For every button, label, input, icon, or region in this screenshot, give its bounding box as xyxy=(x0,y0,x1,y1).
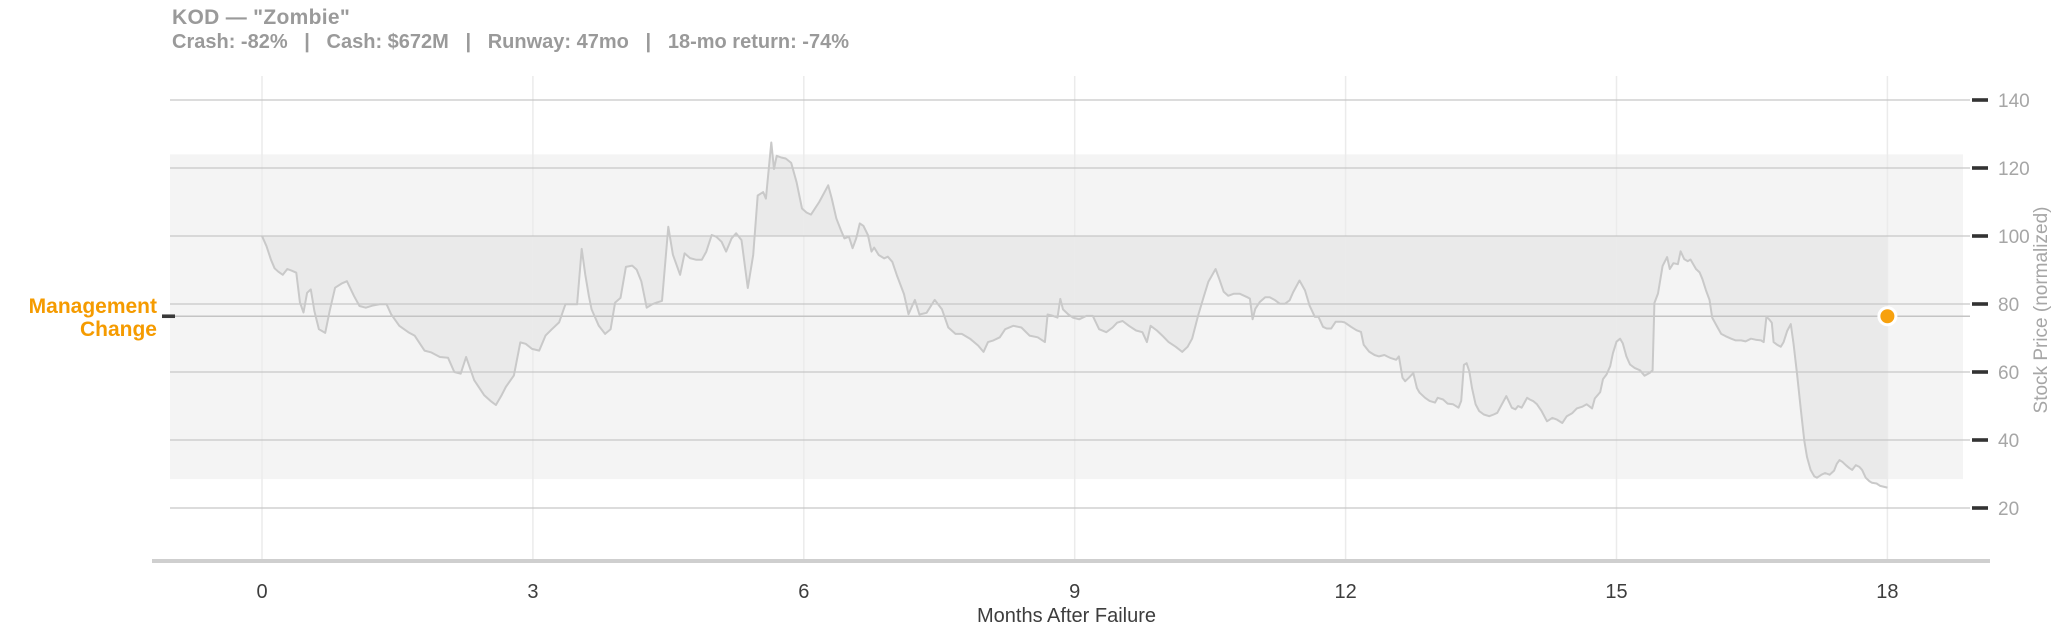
price-line xyxy=(261,141,1888,489)
y-tick-mark-60 xyxy=(1972,370,1988,374)
y-tick-label-60: 60 xyxy=(1998,363,2019,384)
x-tick-label-18: 18 xyxy=(1876,581,1898,603)
x-tick-label-15: 15 xyxy=(1605,581,1627,603)
y-tick-mark-140 xyxy=(1972,98,1988,102)
management-change-annotation: Management Change xyxy=(0,295,157,341)
chart-title: KOD — "Zombie" xyxy=(172,6,351,29)
y-tick-mark-120 xyxy=(1972,166,1988,170)
y-tick-label-80: 80 xyxy=(1998,295,2019,316)
x-tick-label-6: 6 xyxy=(798,581,809,603)
y-tick-mark-100 xyxy=(1972,234,1988,238)
y-tick-label-120: 120 xyxy=(1998,159,2030,180)
y-tick-label-20: 20 xyxy=(1998,499,2019,520)
y-tick-mark-40 xyxy=(1972,438,1988,442)
annotation-line-1: Management xyxy=(28,295,157,318)
management-change-tick xyxy=(162,314,175,319)
x-tick-label-3: 3 xyxy=(527,581,538,603)
y-tick-mark-80 xyxy=(1972,302,1988,306)
management-change-marker-dot xyxy=(1877,306,1898,327)
x-axis-title: Months After Failure xyxy=(977,605,1156,627)
x-tick-label-0: 0 xyxy=(256,581,267,603)
chart-subtitle: Crash: -82% | Cash: $672M | Runway: 47mo… xyxy=(172,31,849,53)
x-tick-label-9: 9 xyxy=(1069,581,1080,603)
y-tick-label-140: 140 xyxy=(1998,91,2030,112)
x-axis-spine xyxy=(152,559,1990,563)
y-tick-mark-20 xyxy=(1972,506,1988,510)
y-axis-title: Stock Price (normalized) xyxy=(2031,207,2052,414)
annotation-line-2: Change xyxy=(79,318,157,341)
y-tick-label-40: 40 xyxy=(1998,431,2019,452)
x-tick-label-12: 12 xyxy=(1334,581,1356,603)
y-tick-label-100: 100 xyxy=(1998,227,2030,248)
